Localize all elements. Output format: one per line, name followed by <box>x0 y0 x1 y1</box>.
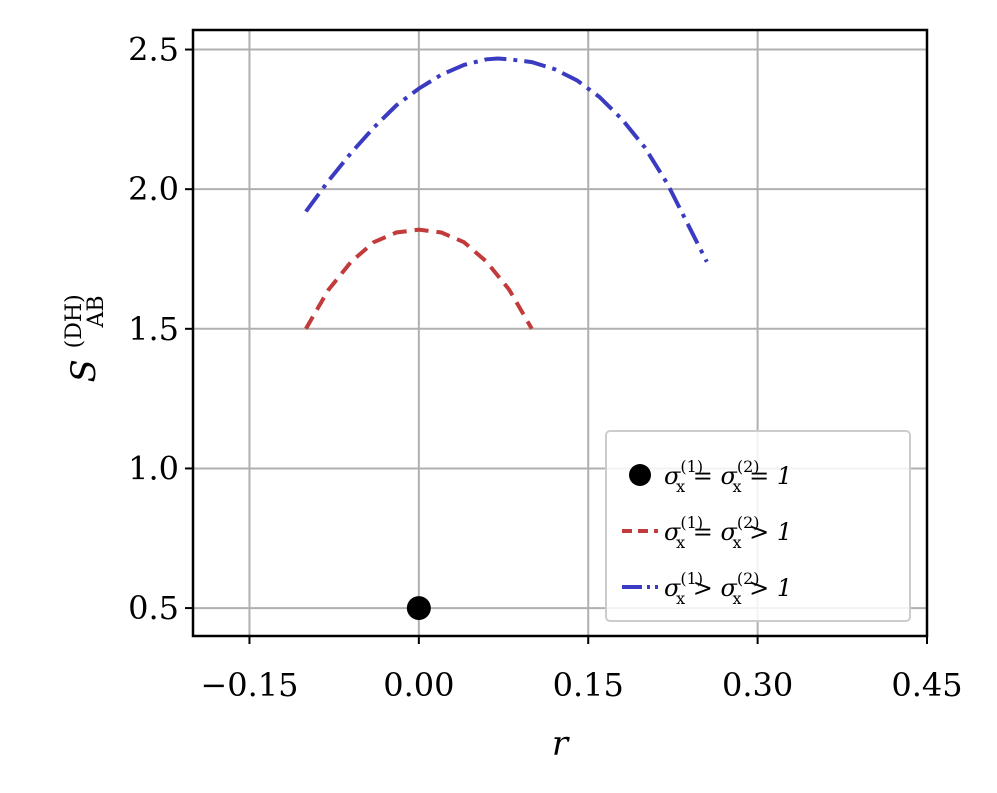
legend-label-part: σ <box>664 574 681 602</box>
series-line <box>304 227 534 330</box>
legend-label: σ(1) x > σ(2) x > 1 <box>664 569 792 608</box>
y-axis-label-sup: (DH) <box>62 294 87 348</box>
x-tick-label: −0.15 <box>200 666 298 704</box>
legend-label-part: > 1 <box>742 518 793 546</box>
legend-marker <box>629 464 651 486</box>
legend-label-part: x <box>733 477 742 496</box>
legend-label-part: (1) <box>680 513 703 532</box>
legend-label-part: x <box>676 477 685 496</box>
legend-label-part: (2) <box>737 569 760 588</box>
x-axis-label: r <box>552 724 570 764</box>
series-line <box>304 56 709 263</box>
x-tick-label: 0.45 <box>891 666 962 704</box>
legend-label-part: = 1 <box>742 462 793 490</box>
legend-box <box>605 430 911 622</box>
legend-label-part: (2) <box>737 457 760 476</box>
legend-label-part: (2) <box>737 513 760 532</box>
legend-label-part: (1) <box>680 569 703 588</box>
x-tick-label: 0.30 <box>722 666 793 704</box>
legend-label-part: > σ <box>685 574 737 602</box>
y-tick-label: 2.0 <box>128 170 179 208</box>
y-axis-label-sub: AB <box>84 295 109 328</box>
x-tick-label: 0.00 <box>383 666 454 704</box>
axes-frame <box>191 28 929 638</box>
legend-label-part: x <box>733 589 742 608</box>
y-tick-label: 1.5 <box>128 310 179 348</box>
legend-label-part: = σ <box>685 518 737 546</box>
data-point <box>406 596 431 621</box>
legend-label-part: σ <box>664 518 681 546</box>
y-tick-label: 0.5 <box>128 589 179 627</box>
legend: σ(1) x = σ(2) x = 1σ(1) x = σ(2) x > 1σ(1) x … <box>605 430 911 622</box>
legend-label-part: x <box>733 533 742 552</box>
y-tick-label: 2.5 <box>128 31 179 69</box>
x-tick-label: 0.15 <box>553 666 624 704</box>
y-axis-label: S (DH) AB <box>50 284 109 383</box>
legend-label: σ(1) x = σ(2) x > 1 <box>664 513 792 552</box>
series-layer <box>304 56 709 621</box>
legend-label-part: (1) <box>680 457 703 476</box>
y-tick-label: 1.0 <box>128 449 179 487</box>
legend-label-part: > 1 <box>742 574 793 602</box>
legend-label-part: σ <box>664 462 681 490</box>
legend-label-part: x <box>676 533 685 552</box>
y-axis-label-base: S <box>64 359 104 382</box>
ticks: −0.15 0.00 0.15 0.30 0.45 0.5 1.0 1.5 2.0 2.5 <box>128 31 963 704</box>
legend-label-part: = σ <box>685 462 737 490</box>
legend-label: σ(1) x = σ(2) x = 1 <box>664 457 792 496</box>
legend-label-part: x <box>676 589 685 608</box>
